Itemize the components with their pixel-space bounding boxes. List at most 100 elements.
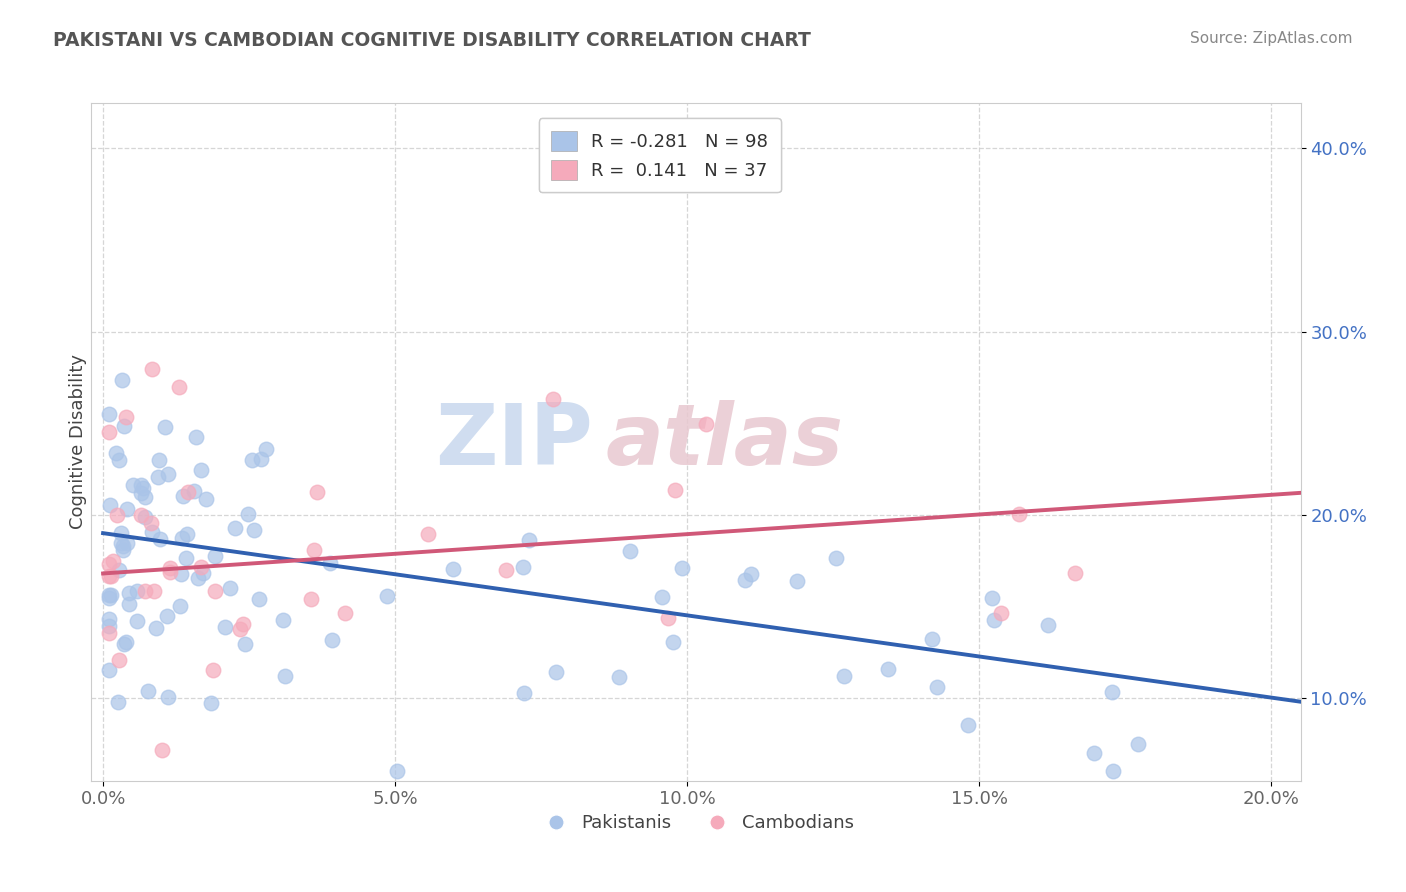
Point bbox=[142, 584, 165, 599]
Point bbox=[319, 556, 342, 570]
Point bbox=[115, 536, 138, 550]
Point bbox=[169, 599, 191, 613]
Point bbox=[243, 523, 266, 537]
Point bbox=[100, 568, 122, 582]
Point bbox=[108, 653, 131, 667]
Point bbox=[112, 418, 135, 433]
Point bbox=[832, 669, 855, 683]
Point bbox=[204, 583, 226, 598]
Point bbox=[157, 690, 180, 704]
Point bbox=[657, 611, 679, 625]
Point bbox=[1126, 738, 1149, 752]
Point bbox=[145, 621, 167, 635]
Point bbox=[174, 551, 197, 566]
Point bbox=[159, 565, 181, 579]
Point bbox=[190, 463, 212, 477]
Point bbox=[111, 373, 134, 387]
Point bbox=[115, 410, 138, 425]
Point bbox=[418, 527, 440, 541]
Point bbox=[517, 533, 540, 547]
Point bbox=[97, 425, 120, 439]
Point bbox=[118, 586, 141, 600]
Point bbox=[183, 483, 205, 498]
Point bbox=[187, 571, 209, 585]
Point bbox=[170, 567, 193, 582]
Point bbox=[97, 557, 120, 571]
Point bbox=[107, 453, 129, 467]
Point bbox=[1036, 618, 1059, 632]
Y-axis label: Cognitive Disability: Cognitive Disability bbox=[69, 354, 87, 529]
Point bbox=[224, 521, 246, 535]
Point bbox=[169, 380, 191, 394]
Text: Source: ZipAtlas.com: Source: ZipAtlas.com bbox=[1189, 31, 1353, 46]
Point bbox=[141, 516, 163, 530]
Point bbox=[302, 543, 325, 558]
Point bbox=[190, 560, 212, 574]
Point bbox=[232, 616, 254, 631]
Point bbox=[186, 430, 208, 444]
Point bbox=[132, 481, 155, 495]
Point bbox=[97, 407, 120, 421]
Point bbox=[1008, 507, 1031, 521]
Point bbox=[651, 590, 673, 604]
Point bbox=[194, 491, 217, 506]
Point bbox=[925, 681, 948, 695]
Point bbox=[104, 445, 127, 459]
Point bbox=[98, 499, 121, 513]
Point bbox=[100, 588, 122, 602]
Point bbox=[202, 663, 225, 677]
Point bbox=[134, 490, 156, 504]
Point bbox=[219, 581, 242, 595]
Point bbox=[125, 583, 148, 598]
Point bbox=[172, 490, 194, 504]
Point bbox=[238, 508, 260, 522]
Point bbox=[159, 561, 181, 575]
Point bbox=[97, 619, 120, 633]
Point bbox=[172, 532, 194, 546]
Point bbox=[97, 612, 120, 626]
Point bbox=[247, 591, 270, 606]
Point bbox=[321, 633, 343, 648]
Point bbox=[375, 589, 398, 603]
Point bbox=[662, 635, 685, 649]
Point bbox=[214, 620, 236, 634]
Point bbox=[149, 532, 172, 546]
Point bbox=[513, 686, 536, 700]
Point bbox=[250, 452, 273, 467]
Point bbox=[734, 573, 756, 587]
Point bbox=[191, 566, 214, 580]
Point bbox=[150, 742, 173, 756]
Point bbox=[671, 561, 693, 575]
Point bbox=[240, 453, 263, 467]
Point bbox=[107, 695, 129, 709]
Point bbox=[740, 567, 762, 582]
Point bbox=[98, 626, 121, 640]
Text: atlas: atlas bbox=[605, 400, 844, 483]
Point bbox=[786, 574, 808, 588]
Point bbox=[1101, 764, 1123, 779]
Point bbox=[156, 608, 179, 623]
Point bbox=[118, 597, 141, 611]
Point bbox=[105, 508, 128, 523]
Point bbox=[877, 662, 900, 676]
Point bbox=[233, 637, 256, 651]
Point bbox=[112, 637, 135, 651]
Point bbox=[101, 554, 124, 568]
Point bbox=[254, 442, 277, 457]
Point bbox=[125, 614, 148, 628]
Point bbox=[97, 569, 120, 583]
Point bbox=[664, 483, 686, 498]
Point bbox=[146, 470, 169, 484]
Point bbox=[921, 632, 943, 647]
Point bbox=[980, 591, 1002, 605]
Point bbox=[441, 562, 464, 576]
Point bbox=[129, 486, 152, 500]
Point bbox=[512, 559, 534, 574]
Point bbox=[122, 477, 145, 491]
Point bbox=[271, 613, 294, 627]
Point bbox=[110, 536, 132, 550]
Point bbox=[957, 717, 980, 731]
Point bbox=[619, 544, 641, 558]
Point bbox=[129, 508, 152, 522]
Point bbox=[108, 563, 131, 577]
